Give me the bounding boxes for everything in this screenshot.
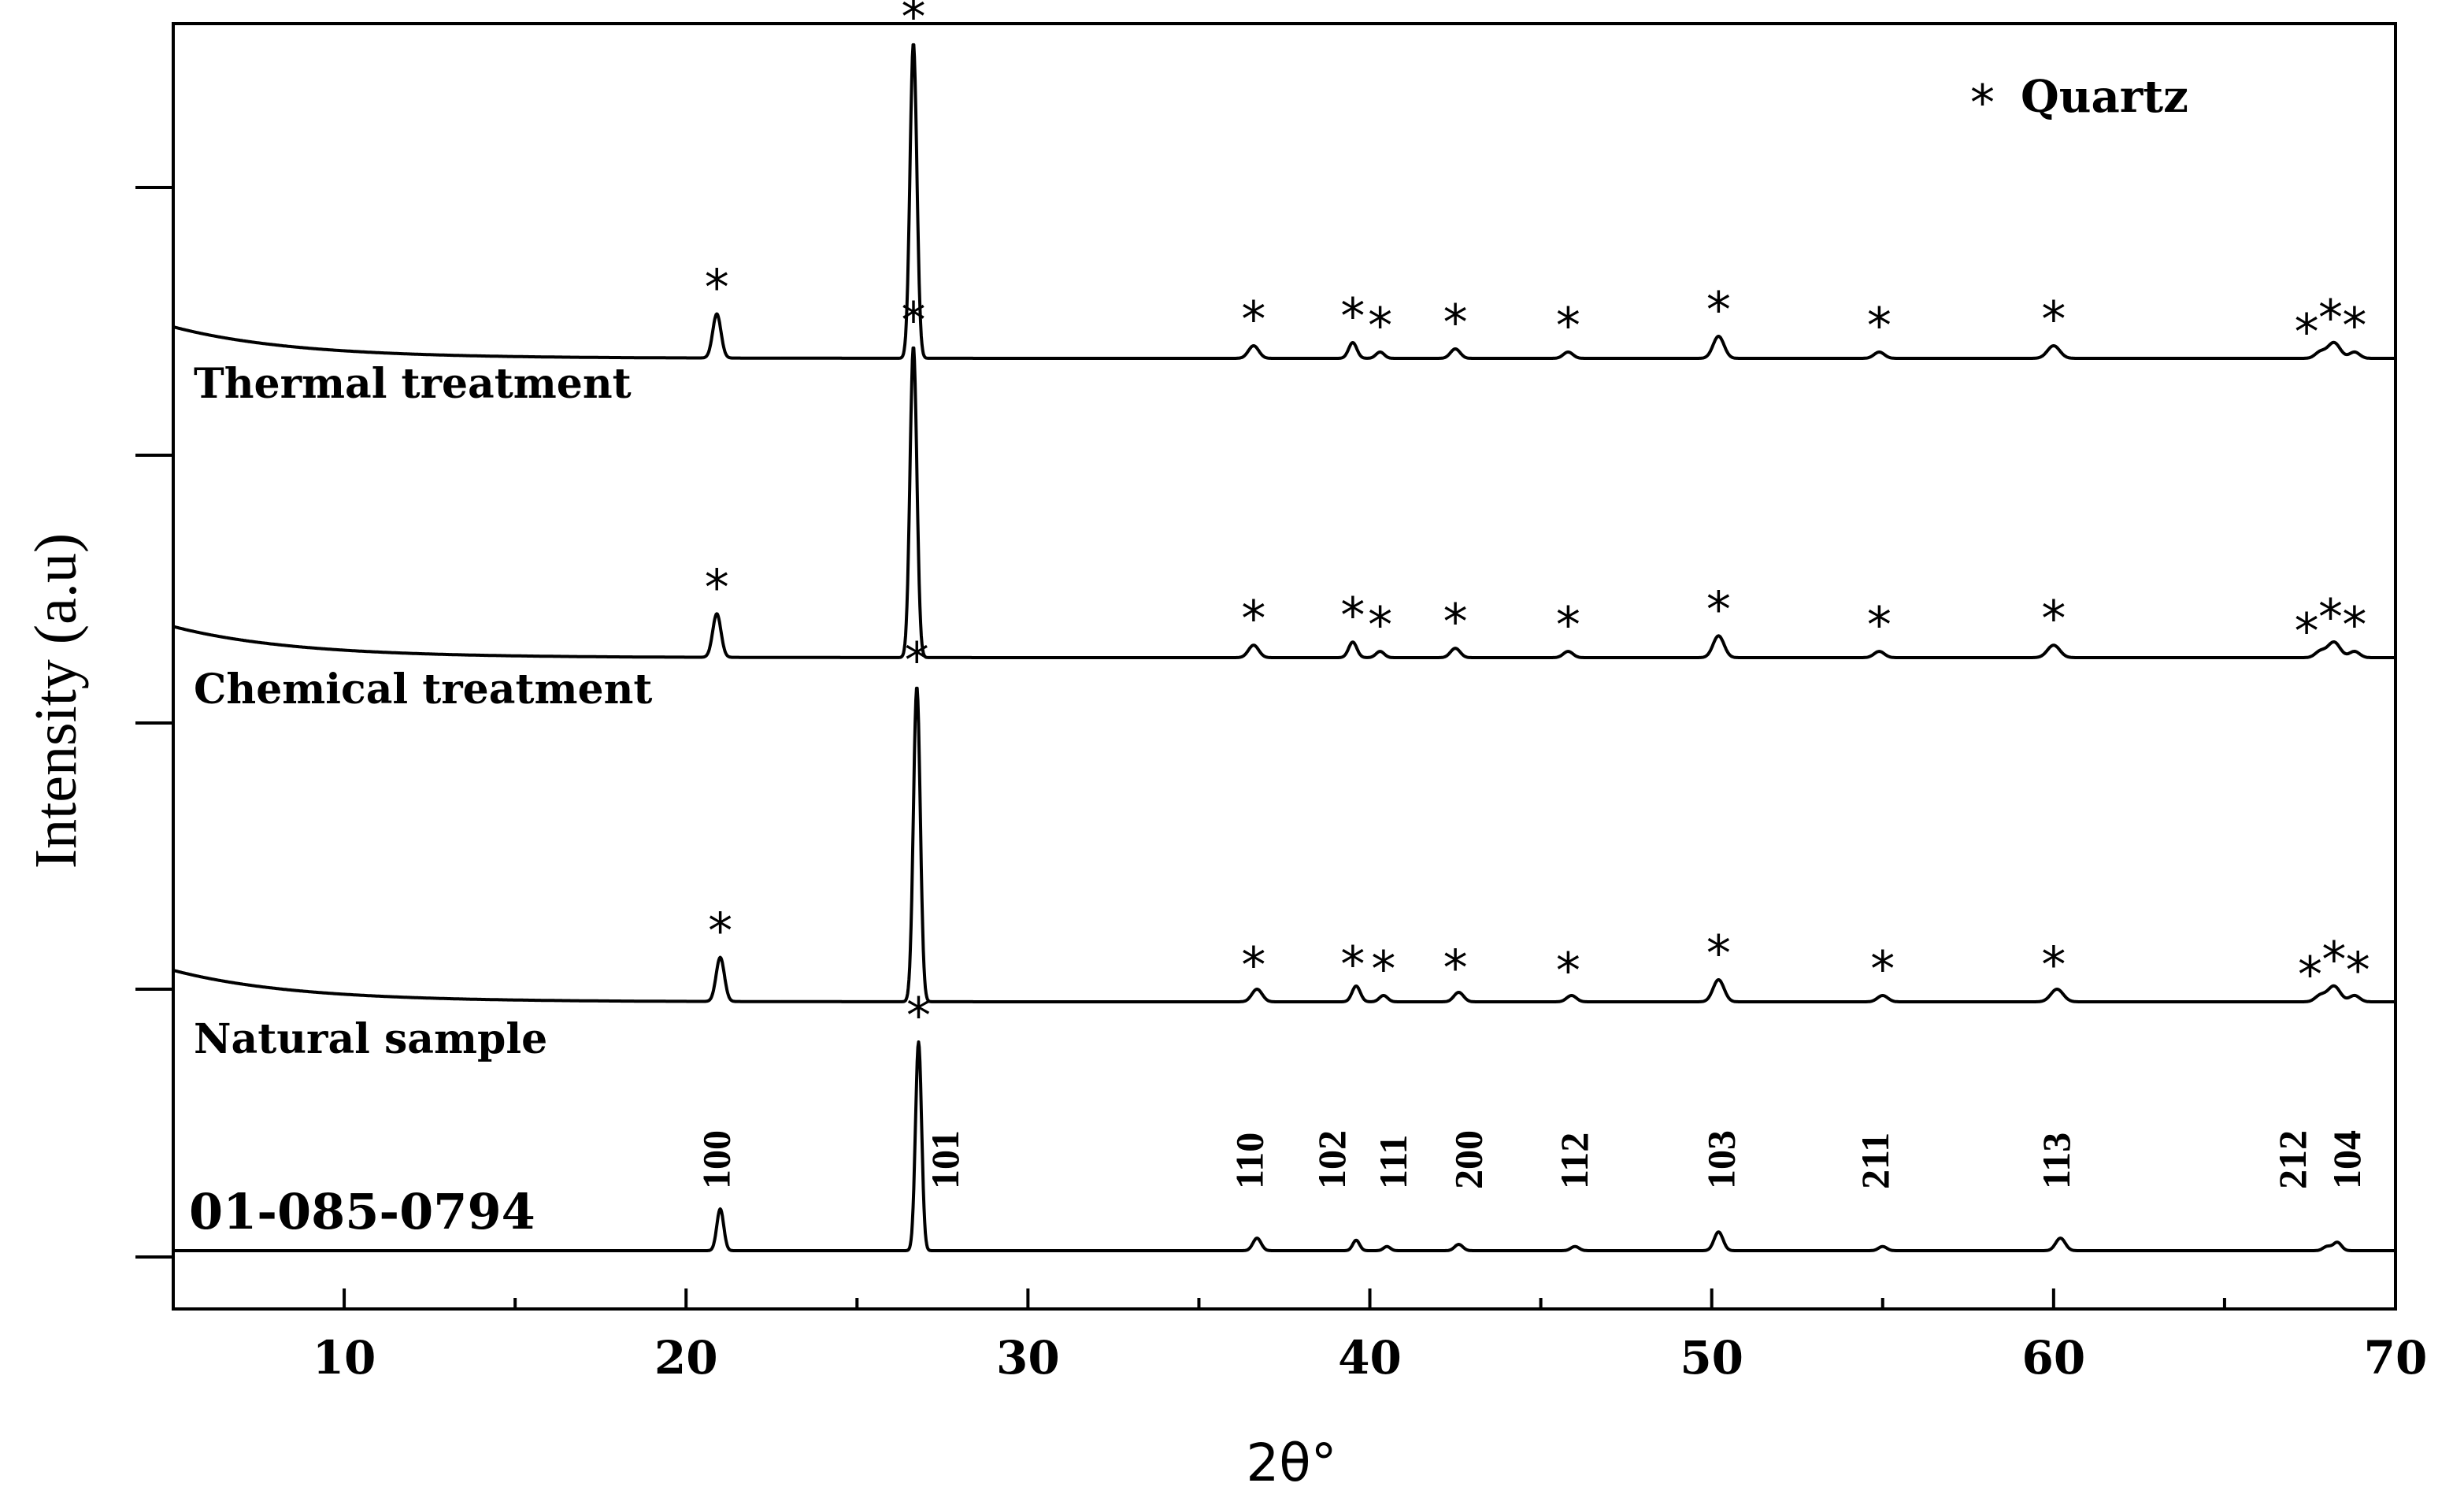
y-axis-ticks <box>135 186 173 1259</box>
quartz-star-marker: * <box>1443 593 1468 651</box>
series-label-reference: 01-085-0794 <box>189 1183 535 1240</box>
series-group: * * * * * * * * * * * * * * * * * * * * * * * * * * * * * * * * * * * * * * * * <box>172 0 2397 1252</box>
hkl-label: 102 <box>1310 1130 1354 1189</box>
quartz-star-marker: * <box>705 558 729 616</box>
series-label-natural: Natural sample <box>194 1015 547 1063</box>
quartz-star-marker: * <box>1368 596 1392 654</box>
series-line-1 <box>172 346 2397 659</box>
quartz-star-marker: * <box>1340 936 1365 993</box>
quartz-star-marker: * <box>1706 281 1731 339</box>
x-axis-title: 2θ° <box>1246 1433 1336 1493</box>
hkl-label: 101 <box>923 1130 967 1189</box>
series-line-3 <box>172 1040 2397 1252</box>
quartz-star-marker: * <box>1867 596 1892 654</box>
hkl-label: 103 <box>1699 1130 1743 1189</box>
x-tick-label: 60 <box>2021 1331 2085 1385</box>
hkl-label: 111 <box>1371 1135 1415 1189</box>
series-line-2 <box>172 686 2397 1003</box>
quartz-star-marker: * <box>708 903 732 960</box>
hkl-label: 200 <box>1446 1130 1490 1189</box>
quartz-star-marker: * <box>1241 936 1265 994</box>
quartz-star-marker: * <box>1443 940 1468 997</box>
x-tick-label: 10 <box>313 1331 376 1385</box>
quartz-star-marker: * <box>2321 931 2346 988</box>
quartz-star-marker: * <box>2041 936 2066 993</box>
quartz-star-marker: * <box>2041 590 2066 647</box>
quartz-star-marker: * <box>905 632 929 689</box>
hkl-label: 104 <box>2325 1130 2369 1189</box>
quartz-star-marker: * <box>2295 602 2319 660</box>
quartz-star-marker: * <box>1241 590 1265 647</box>
x-axis-ticks: 10 20 30 40 50 60 70 <box>172 1288 2428 1385</box>
x-tick-label: 50 <box>1680 1331 1743 1385</box>
legend-label: Quartz <box>2021 71 2188 123</box>
legend: * Quartz <box>1970 71 2188 132</box>
quartz-star-marker: * <box>1870 940 1895 998</box>
legend-marker: * <box>1970 74 1995 132</box>
hkl-label: 112 <box>1552 1133 1596 1189</box>
series-line-0 <box>172 43 2397 360</box>
quartz-star-marker: * <box>901 0 925 46</box>
series-label-chemical: Chemical treatment <box>194 666 652 714</box>
quartz-star-marker: * <box>2295 303 2319 361</box>
quartz-star-marker: * <box>1556 942 1580 999</box>
x-tick-label: 20 <box>654 1331 718 1385</box>
quartz-star-marker: * <box>1706 925 1731 982</box>
quartz-star-marker: * <box>2342 596 2366 654</box>
x-tick-label: 30 <box>996 1331 1060 1385</box>
hkl-label: 100 <box>694 1130 738 1189</box>
series-label-thermal: Thermal treatment <box>194 360 632 408</box>
hkl-label: 211 <box>1853 1133 1897 1189</box>
quartz-star-marker: * <box>1340 287 1365 345</box>
quartz-star-marker: * <box>705 259 729 317</box>
y-axis-title: Intensity (a.u) <box>23 533 89 869</box>
quartz-star-marker: * <box>1867 297 1892 354</box>
quartz-star-marker: * <box>1706 580 1731 638</box>
quartz-star-marker: * <box>2041 291 2066 348</box>
quartz-star-marker: * <box>2346 942 2370 999</box>
plot-frame <box>172 22 2397 1311</box>
reference-hkl-labels: 100 101 110 102 111 200 112 103 211 113 212 104 <box>694 1130 2369 1189</box>
quartz-star-marker: * <box>1371 940 1395 998</box>
quartz-star-marker: * <box>1340 587 1365 644</box>
hkl-label: 110 <box>1228 1133 1272 1189</box>
quartz-star-marker: * <box>1368 297 1392 354</box>
x-tick-label: 70 <box>2364 1331 2428 1385</box>
quartz-star-marker: * <box>2342 297 2366 354</box>
quartz-star-marker: * <box>901 291 925 349</box>
quartz-star-marker: * <box>2318 289 2343 347</box>
quartz-star-marker: * <box>2318 588 2343 646</box>
quartz-star-marker: * <box>1556 297 1580 354</box>
quartz-star-marker: * <box>2298 946 2322 1003</box>
quartz-star-marker: * <box>1443 294 1468 351</box>
x-tick-label: 40 <box>1338 1331 1402 1385</box>
quartz-star-marker: * <box>1241 291 1265 348</box>
hkl-label: 212 <box>2270 1130 2314 1189</box>
quartz-star-marker: * <box>1556 596 1580 654</box>
quartz-star-marker: * <box>906 987 931 1044</box>
hkl-label: 113 <box>2034 1133 2078 1189</box>
